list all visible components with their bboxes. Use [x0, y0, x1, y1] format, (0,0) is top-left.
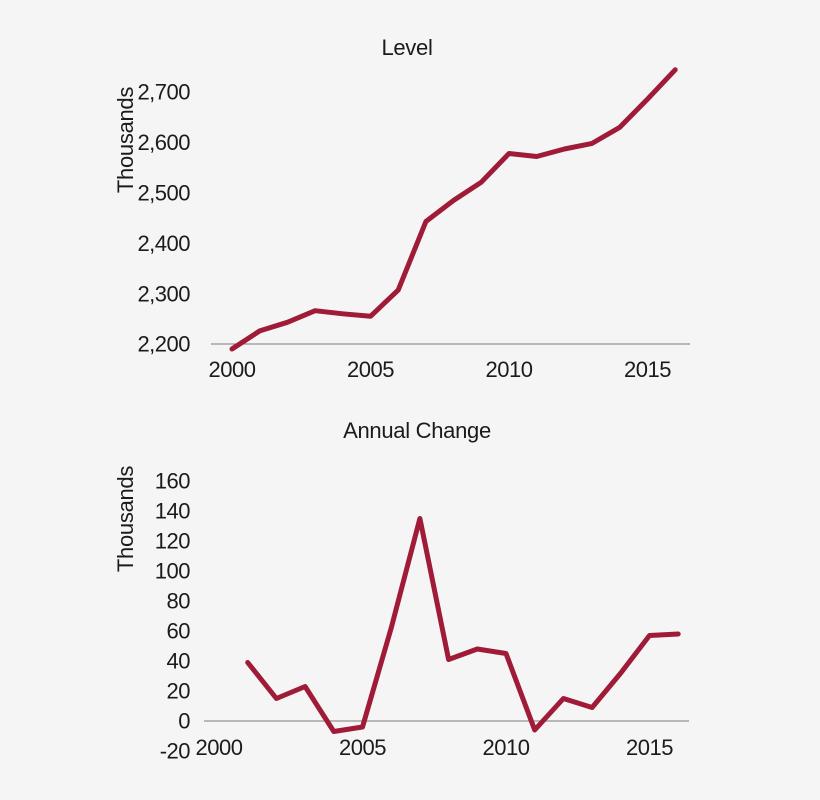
y-tick-label: 60 [167, 619, 191, 644]
x-tick-label: 2010 [483, 735, 530, 760]
x-tick-label: 2005 [347, 357, 394, 382]
y-tick-labels: -20 0 20 40 60 80 100 120 140 160 [155, 469, 191, 764]
y-tick-label: 80 [167, 589, 191, 614]
y-tick-label: 140 [155, 499, 190, 524]
y-tick-label: 2,200 [137, 332, 190, 357]
chart-title: Annual Change [343, 418, 491, 443]
x-tick-label: 2010 [486, 357, 533, 382]
y-tick-label: 2,400 [137, 231, 190, 256]
y-tick-label: 120 [155, 529, 190, 554]
y-axis-title: Thousands [113, 466, 138, 572]
y-tick-label: 160 [155, 469, 190, 494]
x-tick-label: 2000 [209, 357, 256, 382]
y-tick-label: 2,500 [137, 181, 190, 206]
x-tick-label: 2005 [339, 735, 386, 760]
y-tick-label: 2,600 [137, 130, 190, 155]
y-axis-title: Thousands [113, 87, 138, 193]
y-tick-label: 2,300 [137, 281, 190, 306]
y-tick-label: 40 [167, 649, 191, 674]
series-line [229, 67, 678, 352]
x-tick-labels: 2000 2005 2010 2015 [209, 357, 672, 382]
y-tick-labels: 2,200 2,300 2,400 2,500 2,600 2,700 [137, 80, 190, 357]
level-chart: Level Thousands 2,200 2,300 2,400 2,500 2,60… [113, 35, 690, 382]
x-tick-label: 2015 [626, 735, 673, 760]
y-tick-label: 0 [178, 709, 190, 734]
annual-change-chart: Annual Change Thousands -20 0 20 40 60 80 100 1… [113, 418, 689, 764]
series-line [245, 516, 681, 734]
chart-title: Level [381, 35, 432, 60]
y-tick-label: 20 [167, 679, 191, 704]
y-tick-label: 100 [155, 559, 190, 584]
x-tick-labels: 2000 2005 2010 2015 [196, 735, 674, 760]
x-tick-label: 2015 [624, 357, 671, 382]
y-tick-label: -20 [160, 739, 191, 764]
x-tick-label: 2000 [196, 735, 243, 760]
y-tick-label: 2,700 [137, 80, 190, 105]
